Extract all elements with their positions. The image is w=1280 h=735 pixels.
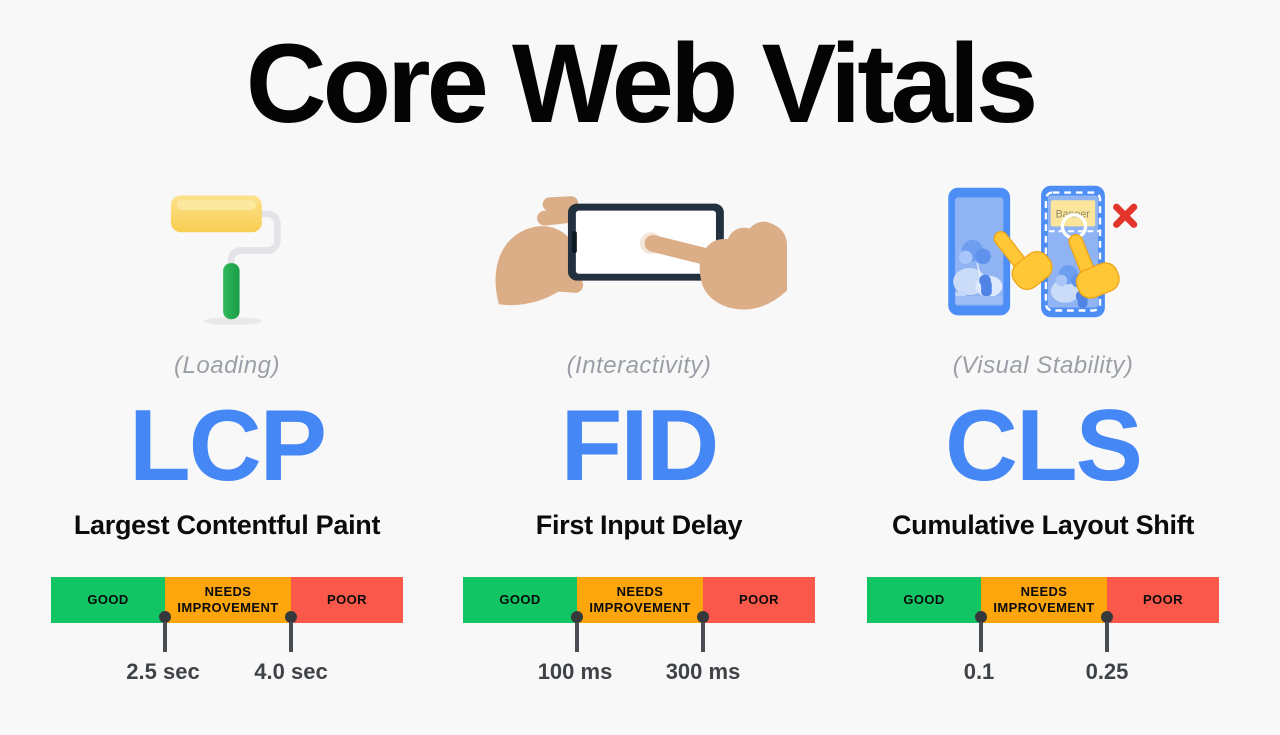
- scale-segment-poor: POOR: [1107, 577, 1219, 623]
- scale-segment-good: GOOD: [867, 577, 981, 623]
- metric-name-cls: Cumulative Layout Shift: [891, 510, 1195, 540]
- threshold-value: 0.25: [1085, 659, 1129, 684]
- scale-segment-poor: POOR: [291, 577, 403, 623]
- metric-column-fid: (Interactivity) FID First Input Delay GO…: [463, 180, 815, 687]
- scale-segment-poor: POOR: [703, 577, 815, 623]
- page-title: Core Web Vitals: [245, 21, 1039, 146]
- red-x-icon: [1113, 203, 1138, 228]
- threshold-scale-lcp: GOOD NEEDS IMPROVEMENT POOR 2.5 sec 4.0 …: [51, 577, 403, 687]
- threshold-value: 0.1: [963, 659, 995, 684]
- category-label-interactivity: (Interactivity): [566, 352, 712, 379]
- tap-phone-icon: [491, 180, 787, 325]
- metric-column-cls: Banner: [867, 180, 1219, 687]
- category-label-loading: (Loading): [174, 352, 280, 379]
- scale-segment-needs-improvement: NEEDS IMPROVEMENT: [577, 577, 703, 623]
- metric-column-lcp: (Loading) LCP Largest Contentful Paint G…: [51, 180, 403, 687]
- screen-illustration: [953, 239, 1003, 304]
- threshold-scale-cls: GOOD NEEDS IMPROVEMENT POOR 0.1 0.25: [867, 577, 1219, 687]
- scale-segment-needs-improvement: NEEDS IMPROVEMENT: [165, 577, 291, 623]
- layout-shift-icon: Banner: [923, 180, 1163, 325]
- threshold-value: 4.0 sec: [254, 659, 328, 684]
- scale-bar: GOOD NEEDS IMPROVEMENT POOR: [51, 577, 403, 623]
- scale-segment-needs-improvement: NEEDS IMPROVEMENT: [981, 577, 1107, 623]
- scale-bar: GOOD NEEDS IMPROVEMENT POOR: [867, 577, 1219, 623]
- acronym-lcp: LCP: [129, 390, 327, 502]
- scale-segment-good: GOOD: [463, 577, 577, 623]
- shifted-illustration: [1050, 265, 1088, 308]
- threshold-value: 100 ms: [537, 659, 613, 684]
- acronym-cls: CLS: [945, 390, 1143, 502]
- scale-bar: GOOD NEEDS IMPROVEMENT POOR: [463, 577, 815, 623]
- metric-name-lcp: Largest Contentful Paint: [73, 510, 381, 540]
- category-label-visual-stability: (Visual Stability): [952, 352, 1134, 379]
- acronym-fid: FID: [560, 390, 720, 502]
- metric-name-fid: First Input Delay: [535, 510, 743, 540]
- threshold-value: 300 ms: [665, 659, 741, 684]
- scale-segment-good: GOOD: [51, 577, 165, 623]
- threshold-scale-fid: GOOD NEEDS IMPROVEMENT POOR 100 ms 300 m…: [463, 577, 815, 687]
- threshold-value: 2.5 sec: [126, 659, 200, 684]
- paint-roller-icon: [147, 180, 307, 325]
- pointer-hand-icon: [993, 231, 1053, 290]
- pointer-hand-icon: [1068, 234, 1120, 299]
